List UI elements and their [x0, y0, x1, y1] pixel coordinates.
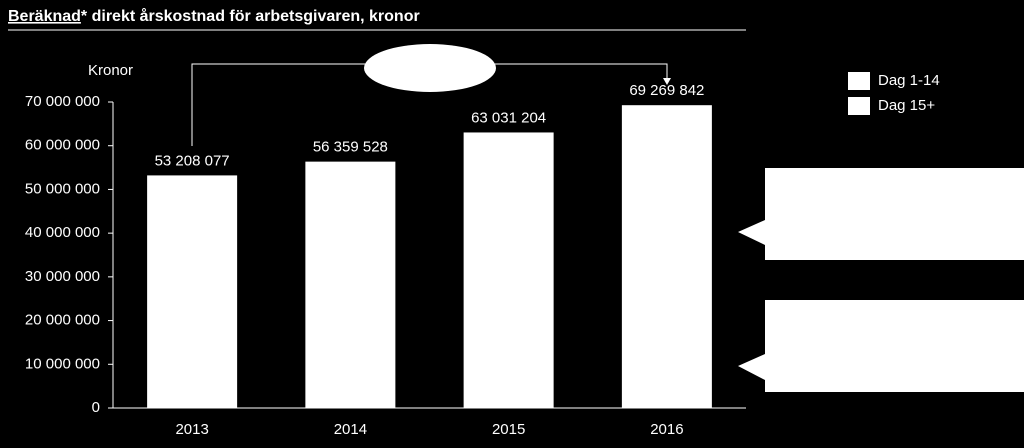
connector [495, 63, 668, 80]
value-label: 69 269 842 [629, 82, 704, 99]
connector [191, 63, 365, 146]
callout-box [738, 168, 1024, 260]
y-tick-label: 50 000 000 [25, 180, 100, 197]
x-tick-label: 2013 [175, 421, 208, 438]
value-label: 63 031 204 [471, 109, 546, 126]
y-tick-label: 70 000 000 [25, 93, 100, 110]
bar [463, 132, 554, 408]
y-tick-label: 20 000 000 [25, 312, 100, 329]
y-tick-label: 60 000 000 [25, 137, 100, 154]
y-tick-label: 40 000 000 [25, 224, 100, 241]
x-tick-label: 2016 [650, 421, 683, 438]
title-rest: * direkt årskostnad för arbetsgivaren, k… [81, 7, 420, 25]
legend-swatch [848, 97, 870, 115]
y-tick-label: 30 000 000 [25, 268, 100, 285]
y-tick-label: 10 000 000 [25, 355, 100, 372]
legend-label: Dag 1-14 [878, 72, 940, 89]
callout-ellipse [364, 44, 496, 92]
callout-box [738, 300, 1024, 392]
bar [621, 105, 712, 408]
value-label: 53 208 077 [155, 152, 230, 169]
x-tick-label: 2014 [334, 421, 367, 438]
title-underlined: Beräknad [8, 8, 81, 25]
value-label: 56 359 528 [313, 139, 388, 156]
x-tick-label: 2015 [492, 421, 525, 438]
bar [305, 161, 396, 408]
bar [147, 175, 238, 408]
legend-label: Dag 15+ [878, 97, 935, 114]
arrow-head [663, 78, 671, 85]
y-axis-label: Kronor [88, 62, 133, 79]
chart-title: Beräknad* direkt årskostnad för arbetsgi… [8, 7, 420, 25]
y-tick-label: 0 [92, 399, 100, 416]
legend-swatch [848, 72, 870, 90]
